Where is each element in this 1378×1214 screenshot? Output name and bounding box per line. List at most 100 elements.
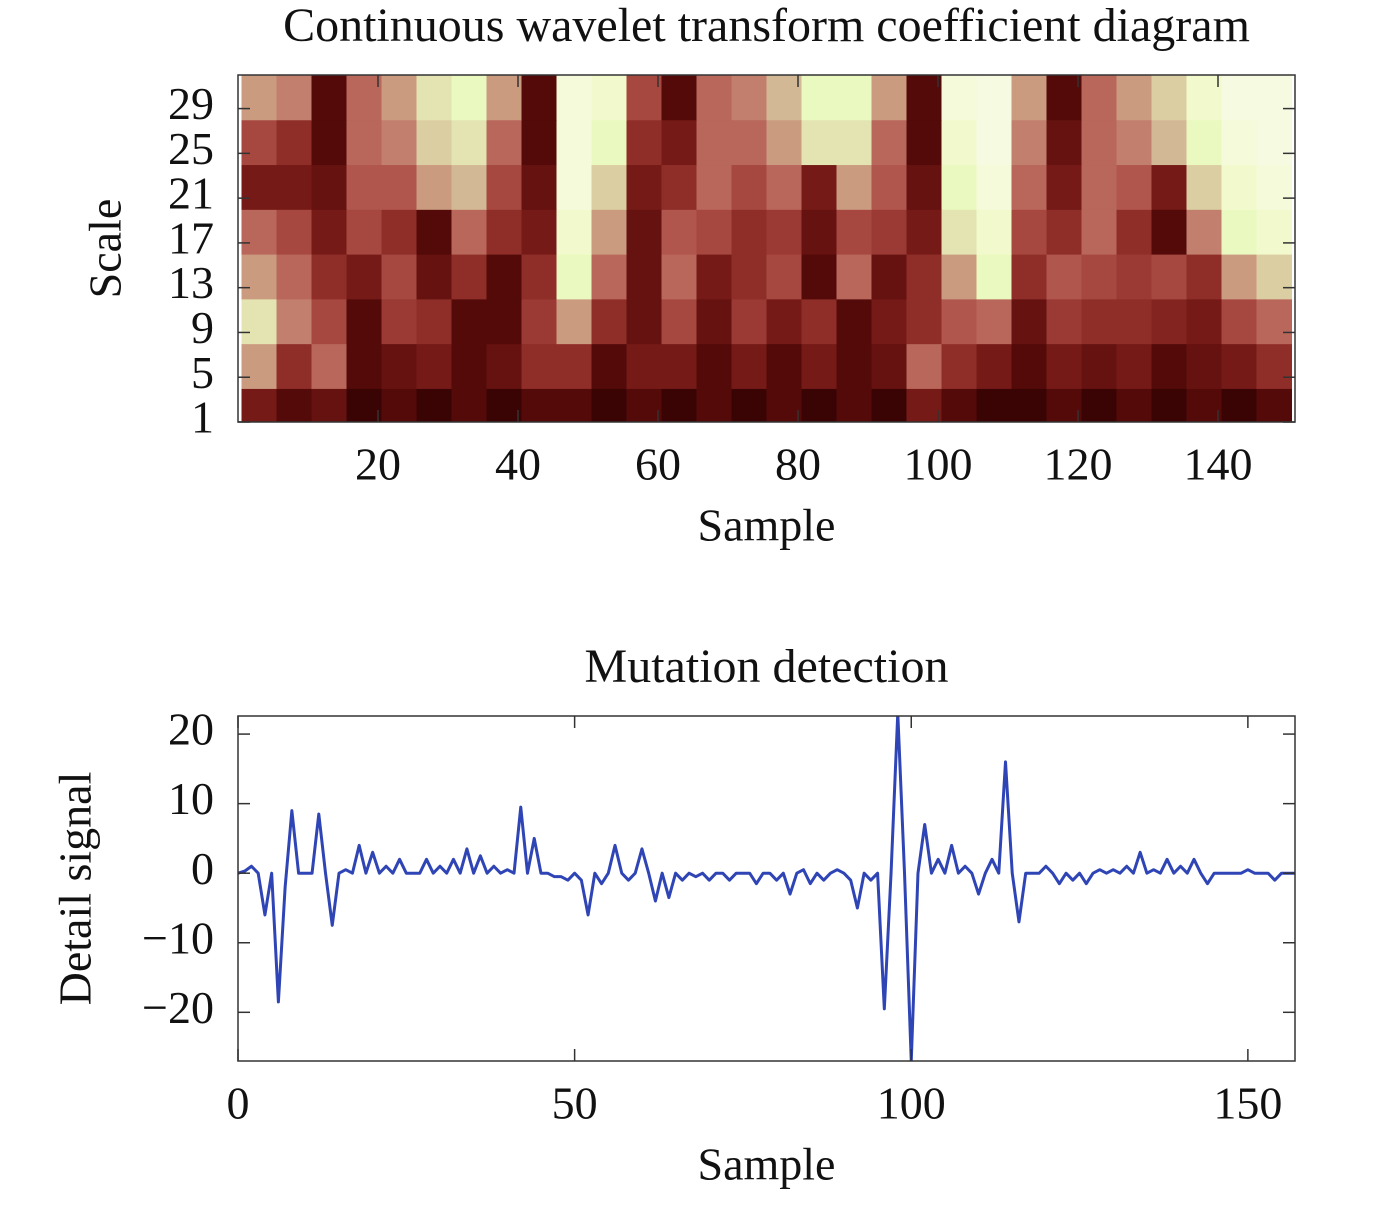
heatmap-cell — [591, 298, 627, 345]
heatmap-cell — [906, 209, 942, 255]
heatmap-cell — [801, 254, 837, 300]
heatmap-cell — [836, 164, 872, 210]
heatmap-cell — [626, 119, 662, 166]
heatmap-cell — [836, 343, 872, 389]
heatmap-cell — [556, 209, 592, 255]
heatmap-cell — [906, 75, 942, 121]
heatmap-cell — [766, 119, 802, 166]
heatmap-cell — [1081, 388, 1117, 422]
heatmap-cell — [1151, 298, 1187, 345]
heatmap-cell — [1256, 164, 1292, 210]
heatmap-cell — [521, 209, 557, 255]
heatmap-cell — [871, 75, 907, 121]
heatmap-cell — [276, 343, 312, 389]
y-tick-label: 20 — [168, 704, 214, 755]
heatmap-cell — [556, 75, 592, 121]
heatmap-cell — [1046, 254, 1082, 300]
heatmap-cell — [451, 298, 487, 345]
heatmap-cell — [1116, 164, 1152, 210]
heatmap-cell — [976, 254, 1012, 300]
heatmap-cell — [1081, 75, 1117, 121]
heatmap-cell — [871, 254, 907, 300]
heatmap-cell — [1081, 298, 1117, 345]
heatmap-cell — [941, 119, 977, 166]
heatmap-cell — [1116, 343, 1152, 389]
heatmap-cell — [1186, 298, 1222, 345]
heatmap-cell — [241, 388, 277, 422]
heatmap-cell — [626, 298, 662, 345]
heatmap-cell — [1046, 119, 1082, 166]
heatmap-cell — [1186, 75, 1222, 121]
heatmap-cell — [486, 388, 522, 422]
heatmap-cell — [1081, 209, 1117, 255]
heatmap-cell — [1186, 254, 1222, 300]
heatmap-cell — [1116, 254, 1152, 300]
y-tick-label: −20 — [142, 982, 214, 1033]
heatmap-cell — [1186, 119, 1222, 166]
heatmap-cell — [1011, 209, 1047, 255]
heatmap-cell — [556, 343, 592, 389]
y-tick-label: 1 — [191, 392, 214, 443]
heatmap-cell — [941, 209, 977, 255]
heatmap-cell — [1011, 254, 1047, 300]
heatmap-cell — [556, 388, 592, 422]
heatmap-cell — [556, 298, 592, 345]
plot-frame — [237, 74, 1296, 423]
heatmap-cell — [521, 164, 557, 210]
heatmap-cell — [451, 343, 487, 389]
heatmap-cell — [906, 298, 942, 345]
heatmap-cell — [696, 254, 732, 300]
heatmap-cell — [451, 119, 487, 166]
x-tick-label: 150 — [1213, 1078, 1282, 1129]
heatmap-cell — [276, 298, 312, 345]
heatmap-cell — [556, 254, 592, 300]
heatmap-cell — [1116, 119, 1152, 166]
heatmap-cell — [311, 75, 347, 121]
heatmap-cell — [521, 119, 557, 166]
heatmap-cell — [1081, 164, 1117, 210]
heatmap-cell — [731, 254, 767, 300]
heatmap-cell — [801, 298, 837, 345]
heatmap-cell — [626, 254, 662, 300]
heatmap-cell — [941, 75, 977, 121]
heatmap-cell — [661, 75, 697, 121]
heatmap-cell — [871, 388, 907, 422]
heatmap-cell — [1151, 388, 1187, 422]
x-axis-label: Sample — [698, 500, 836, 551]
heatmap-cell — [696, 164, 732, 210]
heatmap-cell — [346, 75, 382, 121]
heatmap-cell — [801, 209, 837, 255]
heatmap-cell — [1151, 75, 1187, 121]
heatmap-cell — [1116, 388, 1152, 422]
heatmap-cell — [486, 254, 522, 300]
heatmap-cell — [626, 388, 662, 422]
heatmap-cell — [1046, 164, 1082, 210]
heatmap-cell — [906, 254, 942, 300]
heatmap-cell — [1151, 254, 1187, 300]
heatmap-cell — [451, 388, 487, 422]
heatmap-cell — [346, 298, 382, 345]
heatmap-cell — [1221, 75, 1257, 121]
heatmap-cell — [311, 209, 347, 255]
x-tick-label: 20 — [355, 439, 401, 490]
x-axis-label: Sample — [698, 1139, 836, 1190]
heatmap-cell — [451, 75, 487, 121]
heatmap-cell — [1081, 343, 1117, 389]
heatmap-cell — [1186, 164, 1222, 210]
heatmap-cell — [1256, 298, 1292, 345]
heatmap-cell — [661, 119, 697, 166]
heatmap-cell — [486, 343, 522, 389]
x-tick-label: 60 — [635, 439, 681, 490]
heatmap-cell — [661, 388, 697, 422]
heatmap-cell — [311, 343, 347, 389]
y-tick-label: 21 — [168, 168, 214, 219]
heatmap-cell — [731, 298, 767, 345]
heatmap-cell — [766, 164, 802, 210]
heatmap-cell — [976, 209, 1012, 255]
heatmap-cell — [836, 209, 872, 255]
heatmap-cell — [766, 75, 802, 121]
heatmap-cell — [241, 164, 277, 210]
heatmap-cell — [801, 119, 837, 166]
heatmap-cell — [696, 343, 732, 389]
